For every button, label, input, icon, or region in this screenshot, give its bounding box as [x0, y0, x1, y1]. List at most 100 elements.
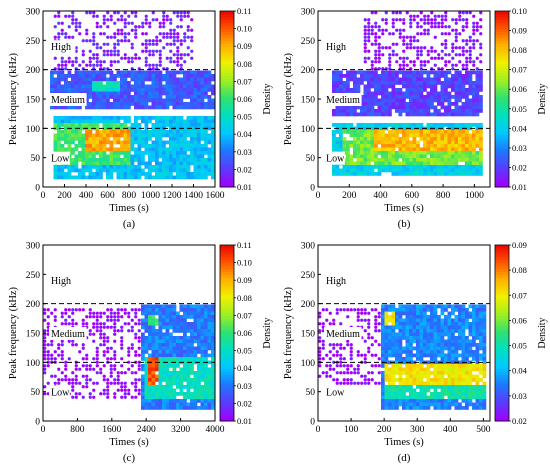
density-cell: [183, 105, 187, 110]
density-cell: [120, 105, 124, 110]
density-cell: [419, 11, 423, 15]
density-cell: [381, 46, 385, 50]
density-cell: [339, 112, 343, 117]
density-cell: [151, 318, 156, 323]
density-cell: [440, 133, 445, 138]
density-cell: [197, 165, 201, 169]
density-cell: [430, 329, 434, 333]
density-cell: [353, 147, 357, 152]
density-cell: [99, 70, 103, 75]
density-cell: [405, 168, 410, 173]
density-cell: [141, 95, 145, 99]
density-cell: [172, 339, 177, 344]
colorbar-segment: [220, 315, 234, 319]
density-cell: [92, 70, 96, 75]
density-cell: [81, 322, 85, 326]
density-cell: [71, 60, 75, 64]
density-cell: [468, 151, 473, 155]
density-cell: [451, 42, 455, 46]
density-cell: [95, 360, 99, 364]
colorbar-tick-label: 0.10: [237, 24, 252, 34]
density-cell: [123, 88, 128, 92]
density-cell: [465, 77, 469, 82]
density-cell: [211, 137, 215, 141]
density-cell: [211, 374, 215, 379]
density-cell: [186, 158, 191, 162]
density-cell: [433, 49, 437, 53]
density-cell: [391, 123, 396, 127]
density-cell: [127, 175, 131, 180]
density-cell: [71, 147, 75, 152]
density-cell: [162, 367, 166, 372]
density-cell: [183, 88, 187, 92]
density-cell: [64, 308, 68, 312]
colorbar-tick-label: 0.03: [512, 143, 527, 153]
density-cell: [99, 63, 103, 67]
density-cell: [426, 137, 431, 141]
density-cell: [367, 77, 371, 82]
density-cell: [384, 339, 389, 344]
density-cell: [155, 385, 159, 389]
density-cell: [144, 350, 149, 354]
density-cell: [137, 388, 141, 392]
density-cell: [353, 112, 357, 117]
density-cell: [71, 318, 75, 322]
density-cell: [353, 154, 357, 159]
density-cell: [395, 140, 399, 145]
density-cell: [200, 81, 205, 85]
density-cell: [162, 154, 166, 159]
density-cell: [468, 105, 473, 110]
density-cell: [426, 130, 431, 134]
density-cell: [179, 161, 184, 166]
density-cell: [433, 318, 438, 323]
density-cell: [179, 308, 184, 312]
density-cell: [416, 91, 420, 96]
density-cell: [151, 123, 156, 127]
density-cell: [416, 70, 420, 75]
density-cell: [88, 175, 93, 180]
density-cell: [137, 147, 142, 152]
density-cell: [197, 392, 201, 396]
density-cell: [162, 102, 166, 106]
density-cell: [423, 112, 427, 117]
density-cell: [158, 119, 163, 124]
density-cell: [81, 385, 85, 389]
density-cell: [482, 318, 487, 323]
colorbar-segment: [495, 63, 509, 68]
density-cell: [356, 147, 361, 152]
density-cell: [172, 70, 177, 75]
colorbar-segment: [220, 418, 234, 422]
density-cell: [419, 46, 423, 50]
density-cell: [193, 339, 198, 344]
density-cell: [395, 88, 399, 92]
density-cell: [102, 21, 106, 25]
density-cell: [475, 133, 480, 138]
density-cell: [197, 315, 201, 319]
density-cell: [402, 95, 406, 99]
density-cell: [472, 25, 476, 29]
density-cell: [169, 56, 173, 60]
density-cell: [409, 147, 413, 152]
colorbar: 0.010.020.030.040.050.060.070.080.090.10…: [219, 6, 273, 192]
density-cell: [472, 311, 476, 316]
density-cell: [71, 165, 75, 169]
density-cell: [197, 116, 201, 120]
density-cell: [402, 165, 406, 169]
density-cell: [468, 332, 473, 337]
density-cell: [144, 357, 149, 361]
density-cell: [423, 311, 427, 316]
density-cell: [179, 371, 184, 375]
density-cell: [85, 315, 89, 319]
density-cell: [204, 158, 208, 162]
density-cell: [468, 109, 473, 113]
density-cell: [472, 133, 476, 138]
density-cell: [120, 343, 124, 347]
density-cell: [46, 360, 50, 364]
density-cell: [81, 318, 85, 322]
density-cell: [123, 77, 128, 82]
density-cell: [207, 102, 212, 106]
density-cell: [374, 35, 378, 39]
density-cell: [339, 126, 343, 131]
density-cell: [64, 318, 68, 322]
density-cell: [172, 53, 176, 57]
